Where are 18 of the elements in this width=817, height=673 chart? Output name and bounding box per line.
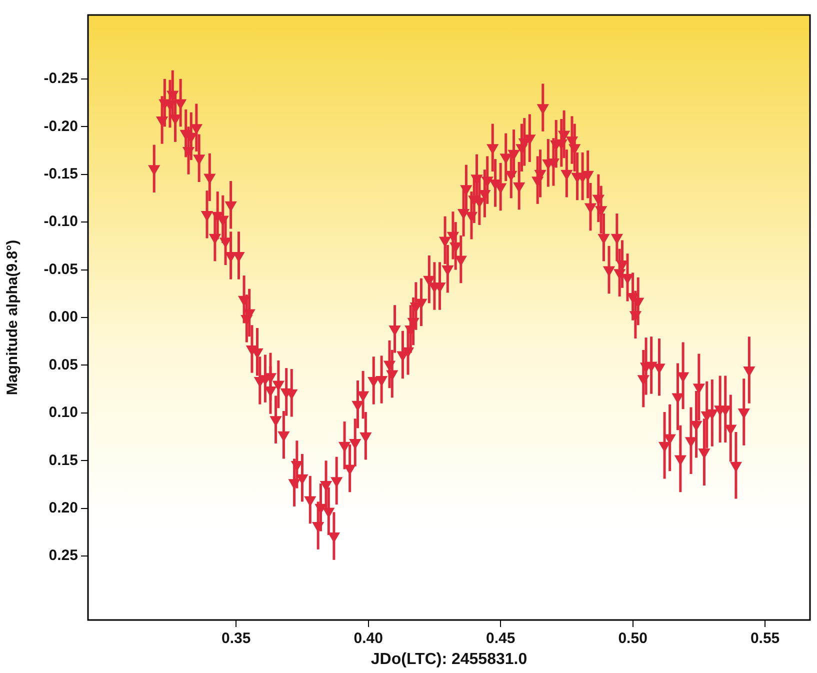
x-axis-title: JDo(LTC): 2455831.0 bbox=[370, 650, 528, 668]
x-tick-label: 0.40 bbox=[354, 630, 383, 648]
x-tick-label: 0.45 bbox=[486, 630, 516, 648]
y-tick-label: -0.05 bbox=[44, 260, 78, 278]
x-tick-label: 0.50 bbox=[618, 630, 648, 648]
x-tick-label: 0.35 bbox=[222, 630, 251, 648]
y-tick-label: -0.15 bbox=[44, 166, 78, 182]
y-tick-label: 0.15 bbox=[48, 452, 78, 469]
x-tick-label: 0.55 bbox=[750, 630, 780, 648]
y-tick-label: -0.10 bbox=[44, 213, 78, 230]
y-tick-label: -0.20 bbox=[44, 118, 78, 135]
y-tick-label: 0.00 bbox=[48, 308, 78, 326]
y-tick-label: 0.25 bbox=[48, 547, 78, 564]
y-axis-title: Magnitude alpha(9.8°) bbox=[4, 240, 22, 396]
y-tick-label: 0.05 bbox=[48, 356, 78, 374]
y-tick-label: 0.20 bbox=[48, 499, 78, 516]
y-tick-label: -0.25 bbox=[44, 70, 78, 88]
y-tick-label: 0.10 bbox=[48, 404, 78, 422]
